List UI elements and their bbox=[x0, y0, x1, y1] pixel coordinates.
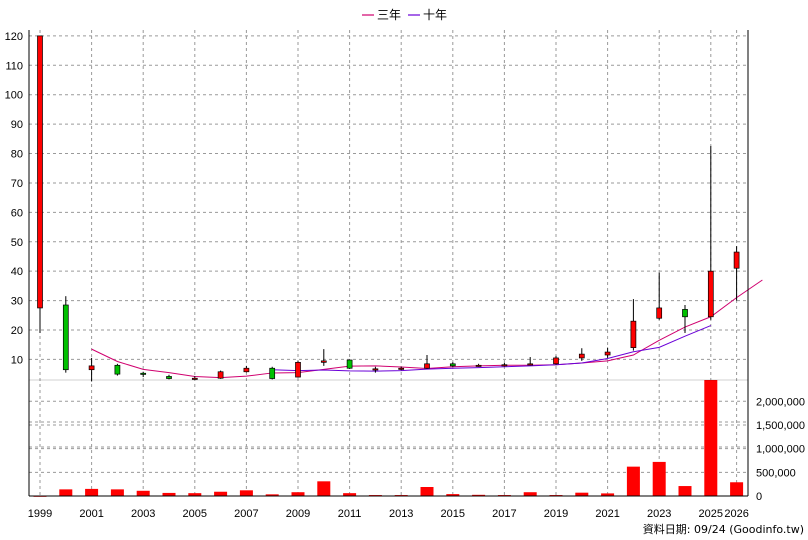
volume-bar bbox=[601, 493, 615, 496]
volume-bar bbox=[136, 490, 150, 496]
volume-bar bbox=[317, 481, 331, 496]
volume-tick-label: 2,000,000 bbox=[756, 396, 805, 408]
year-tick-label: 2019 bbox=[544, 508, 568, 520]
candle-body bbox=[656, 307, 663, 319]
candle-body bbox=[217, 371, 224, 379]
candle-body bbox=[295, 362, 301, 378]
volume-bar bbox=[678, 486, 692, 496]
candle-body bbox=[501, 364, 508, 367]
candle-body bbox=[553, 357, 559, 365]
volume-bar bbox=[626, 466, 640, 496]
price-tick-label: 100 bbox=[5, 90, 23, 102]
candle-body bbox=[475, 364, 482, 367]
year-tick-label: 2017 bbox=[492, 508, 516, 520]
volume-bar bbox=[291, 492, 305, 496]
volume-bar bbox=[704, 380, 718, 496]
candle-body bbox=[37, 35, 43, 309]
year-tick-label: 2013 bbox=[389, 508, 413, 520]
volume-tick-label: 1,000,000 bbox=[756, 444, 805, 456]
volume-bars bbox=[33, 380, 744, 497]
candle-body bbox=[630, 320, 637, 348]
price-tick-label: 60 bbox=[11, 207, 23, 219]
candle-body bbox=[424, 363, 430, 369]
price-tick-label: 110 bbox=[5, 60, 23, 72]
volume-bar bbox=[59, 489, 73, 496]
volume-bar bbox=[575, 492, 589, 496]
year-tick-label: 2021 bbox=[595, 508, 619, 520]
volume-bar bbox=[162, 492, 176, 496]
candle-body bbox=[604, 351, 611, 356]
candle-body bbox=[269, 367, 276, 379]
candle-body bbox=[320, 360, 327, 363]
volume-bar bbox=[214, 491, 228, 496]
legend-label-3yr: 三年 bbox=[377, 8, 401, 22]
candle-body bbox=[62, 304, 69, 371]
year-tick-label: 1999 bbox=[28, 508, 52, 520]
year-tick-label: 2003 bbox=[131, 508, 155, 520]
price-tick-label: 30 bbox=[11, 296, 23, 308]
candle-body bbox=[243, 367, 250, 373]
price-tick-label: 10 bbox=[11, 354, 23, 366]
candle-body bbox=[733, 251, 740, 269]
data-date-footer: 資料日期: 09/24 (Goodinfo.tw) bbox=[643, 522, 804, 536]
year-tick-label: 2009 bbox=[286, 508, 310, 520]
legend-label-10yr: 十年 bbox=[423, 8, 447, 22]
year-tick-label: 2023 bbox=[647, 508, 671, 520]
volume-bar bbox=[110, 489, 124, 496]
candle-body bbox=[191, 377, 198, 380]
volume-bar bbox=[343, 493, 357, 496]
candle-body bbox=[707, 270, 714, 318]
tick-labels: 10 20 30 40 50 60 70 80 90 100 110 120 0 500,000 1,000… bbox=[5, 31, 805, 520]
price-tick-label: 70 bbox=[11, 178, 23, 190]
volume-bar bbox=[85, 488, 99, 496]
year-tick-label: 2015 bbox=[441, 508, 465, 520]
price-tick-label: 50 bbox=[11, 237, 23, 249]
candle-body bbox=[114, 364, 121, 375]
volume-tick-label: 1,500,000 bbox=[756, 420, 805, 432]
volume-bar bbox=[239, 490, 253, 496]
price-tick-label: 90 bbox=[11, 119, 23, 131]
price-tick-label: 120 bbox=[5, 31, 23, 43]
year-tick-label: 2026 bbox=[724, 508, 748, 520]
volume-bar bbox=[730, 482, 744, 496]
candle-body bbox=[372, 368, 379, 371]
year-tick-label: 2007 bbox=[234, 508, 258, 520]
volume-bar bbox=[652, 461, 666, 496]
volume-bar bbox=[523, 492, 537, 496]
candle-body bbox=[140, 372, 147, 375]
price-tick-label: 40 bbox=[11, 266, 23, 278]
volume-bar bbox=[446, 494, 460, 496]
ma-10yr-line bbox=[272, 325, 711, 372]
candle-body bbox=[527, 363, 534, 366]
price-tick-label: 80 bbox=[11, 149, 23, 161]
volume-bar bbox=[265, 494, 279, 496]
candle-body bbox=[398, 367, 405, 370]
candle-body bbox=[578, 353, 585, 359]
candle-body bbox=[449, 363, 456, 367]
year-tick-label: 2001 bbox=[79, 508, 103, 520]
volume-tick-label: 0 bbox=[756, 491, 762, 503]
volume-bar bbox=[472, 494, 486, 496]
legend: 三年 十年 bbox=[362, 8, 447, 22]
volume-bar bbox=[188, 493, 202, 496]
candlesticks bbox=[37, 35, 740, 382]
candle-body bbox=[166, 376, 172, 379]
price-tick-label: 20 bbox=[11, 325, 23, 337]
volume-tick-label: 500,000 bbox=[756, 467, 796, 479]
candle-body bbox=[88, 365, 95, 371]
year-tick-label: 2005 bbox=[183, 508, 207, 520]
axes bbox=[28, 30, 749, 497]
year-tick-label: 2025 bbox=[699, 508, 723, 520]
volume-bar bbox=[420, 487, 434, 496]
candle-body bbox=[682, 309, 688, 318]
candle-body bbox=[346, 359, 353, 369]
year-tick-label: 2011 bbox=[338, 508, 362, 520]
